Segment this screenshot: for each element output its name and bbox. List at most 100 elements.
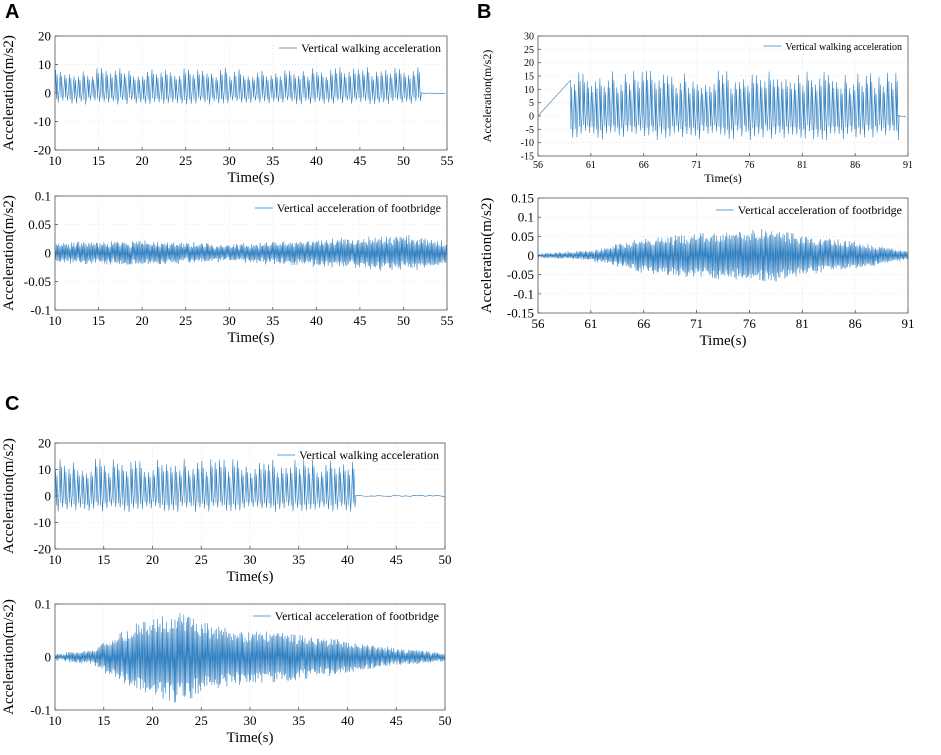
x-axis-label: Time(s) (704, 171, 742, 185)
x-tick-label: 50 (439, 713, 452, 728)
x-tick-label: 10 (49, 153, 62, 168)
chart-b-footbridge: 56 61 66 71 76 81 86 91 -0.15 -0.1 -0.05 0 0.05 0.1 0.… (479, 191, 915, 349)
x-tick-label: 15 (97, 552, 110, 567)
x-tick-label: 20 (146, 713, 159, 728)
x-tick-label: 30 (223, 153, 236, 168)
y-tick-label: 0.15 (511, 191, 534, 206)
y-tick-label: 0.05 (28, 217, 51, 232)
x-axis-label: Time(s) (228, 170, 275, 186)
x-tick-label: 25 (195, 713, 208, 728)
y-tick-label: -0.15 (507, 306, 534, 321)
x-tick-label: 66 (637, 316, 651, 331)
y-tick-label: 20 (524, 58, 534, 69)
y-tick-label: -20 (34, 542, 51, 557)
x-tick-label: 76 (744, 160, 754, 171)
x-tick-label: 86 (849, 316, 863, 331)
x-tick-label: 50 (397, 153, 410, 168)
y-tick-label: -0.1 (30, 303, 51, 318)
x-tick-label: 91 (903, 160, 913, 171)
y-tick-label: -0.1 (513, 286, 534, 301)
panel-label-a: A (5, 1, 20, 23)
chart-c-footbridge: 10 15 20 25 30 35 40 45 50 -0.1 0 0.1 Time(s) Acceler… (1, 597, 452, 746)
panel-label-b: B (477, 1, 492, 23)
y-tick-label: 0 (45, 650, 52, 665)
series-line (54, 67, 446, 105)
y-tick-label: -0.05 (24, 274, 51, 289)
panel-label-c: C (5, 393, 20, 415)
x-tick-label: 10 (49, 313, 62, 328)
x-tick-label: 56 (533, 160, 543, 171)
y-tick-label: -10 (521, 138, 534, 149)
y-axis-label: Acceleration(m/s2) (1, 438, 17, 554)
y-tick-label: 0.1 (518, 210, 534, 225)
x-tick-label: 50 (397, 313, 410, 328)
y-tick-label: 15 (524, 72, 534, 83)
chart-a-footbridge: 10 15 20 25 30 35 40 45 50 55 -0.1 -0.05 0 0.05 0.1 Tim… (1, 189, 454, 346)
x-tick-label: 10 (49, 552, 62, 567)
x-tick-label: 66 (639, 160, 649, 171)
legend-label: Vertical walking acceleration (299, 448, 439, 462)
x-tick-label: 15 (97, 713, 110, 728)
x-tick-label: 40 (341, 552, 354, 567)
x-tick-label: 30 (244, 552, 257, 567)
x-tick-label: 45 (390, 713, 403, 728)
legend-label: Vertical acceleration of footbridge (275, 609, 439, 623)
y-axis-label: Acceleration(m/s2) (1, 195, 17, 311)
x-tick-label: 35 (292, 713, 305, 728)
x-axis-label: Time(s) (228, 330, 275, 346)
y-tick-label: -0.1 (30, 703, 51, 718)
chart-a-walking: 10 15 20 25 30 35 40 45 50 55 -20 -10 0 10 20 Time(s) Ac… (1, 29, 454, 186)
plot-frame (537, 35, 909, 157)
x-tick-label: 50 (439, 552, 452, 567)
y-tick-label: 30 (524, 32, 534, 43)
x-tick-label: 71 (692, 160, 702, 171)
y-tick-label: 5 (529, 98, 534, 109)
x-tick-label: 15 (92, 153, 105, 168)
y-tick-label: -10 (34, 114, 51, 129)
series-line (537, 229, 909, 282)
x-tick-label: 20 (136, 313, 149, 328)
y-tick-label: 0.1 (35, 597, 51, 612)
y-tick-label: 0.1 (35, 189, 51, 204)
x-tick-label: 30 (223, 313, 236, 328)
x-tick-label: 10 (49, 713, 62, 728)
y-tick-label: 10 (38, 462, 51, 477)
x-tick-label: 30 (244, 713, 257, 728)
x-tick-label: 40 (310, 153, 323, 168)
x-tick-label: 40 (341, 713, 354, 728)
x-tick-label: 35 (266, 313, 279, 328)
y-tick-label: -15 (521, 152, 534, 163)
x-axis-label: Time(s) (227, 569, 274, 585)
y-tick-label: 10 (524, 85, 534, 96)
legend-label: Vertical acceleration of footbridge (277, 201, 441, 215)
y-tick-label: 0 (45, 86, 52, 101)
y-tick-label: 0.05 (511, 229, 534, 244)
x-tick-label: 25 (179, 313, 192, 328)
x-axis-label: Time(s) (227, 730, 274, 746)
x-tick-label: 61 (586, 160, 596, 171)
y-tick-label: 0 (45, 246, 52, 261)
y-axis-label: Acceleration(m/s2) (479, 198, 495, 314)
y-tick-label: 10 (38, 57, 51, 72)
x-axis-label: Time(s) (700, 333, 747, 349)
chart-c-walking: 10 15 20 25 30 35 40 45 50 -20 -10 0 10 20 Time(s) Acce… (1, 436, 452, 585)
series-line (54, 613, 446, 703)
x-tick-label: 20 (136, 153, 149, 168)
y-tick-label: 20 (38, 436, 51, 451)
y-tick-label: -20 (34, 143, 51, 158)
x-tick-label: 71 (690, 316, 703, 331)
legend-label: Vertical walking acceleration (301, 41, 441, 55)
y-tick-label: 0 (45, 489, 52, 504)
series-line (537, 70, 906, 141)
x-tick-label: 35 (266, 153, 279, 168)
y-axis-label: Acceleration(m/s2) (1, 35, 17, 151)
x-tick-label: 45 (390, 552, 403, 567)
x-tick-label: 81 (796, 316, 809, 331)
series-line (54, 458, 446, 513)
y-axis-label: Acceleration(m/s2) (1, 599, 17, 715)
x-tick-label: 55 (441, 153, 454, 168)
legend-label: Vertical walking acceleration (785, 42, 902, 53)
x-tick-label: 25 (179, 153, 192, 168)
x-tick-label: 15 (92, 313, 105, 328)
y-tick-label: 0 (528, 248, 535, 263)
